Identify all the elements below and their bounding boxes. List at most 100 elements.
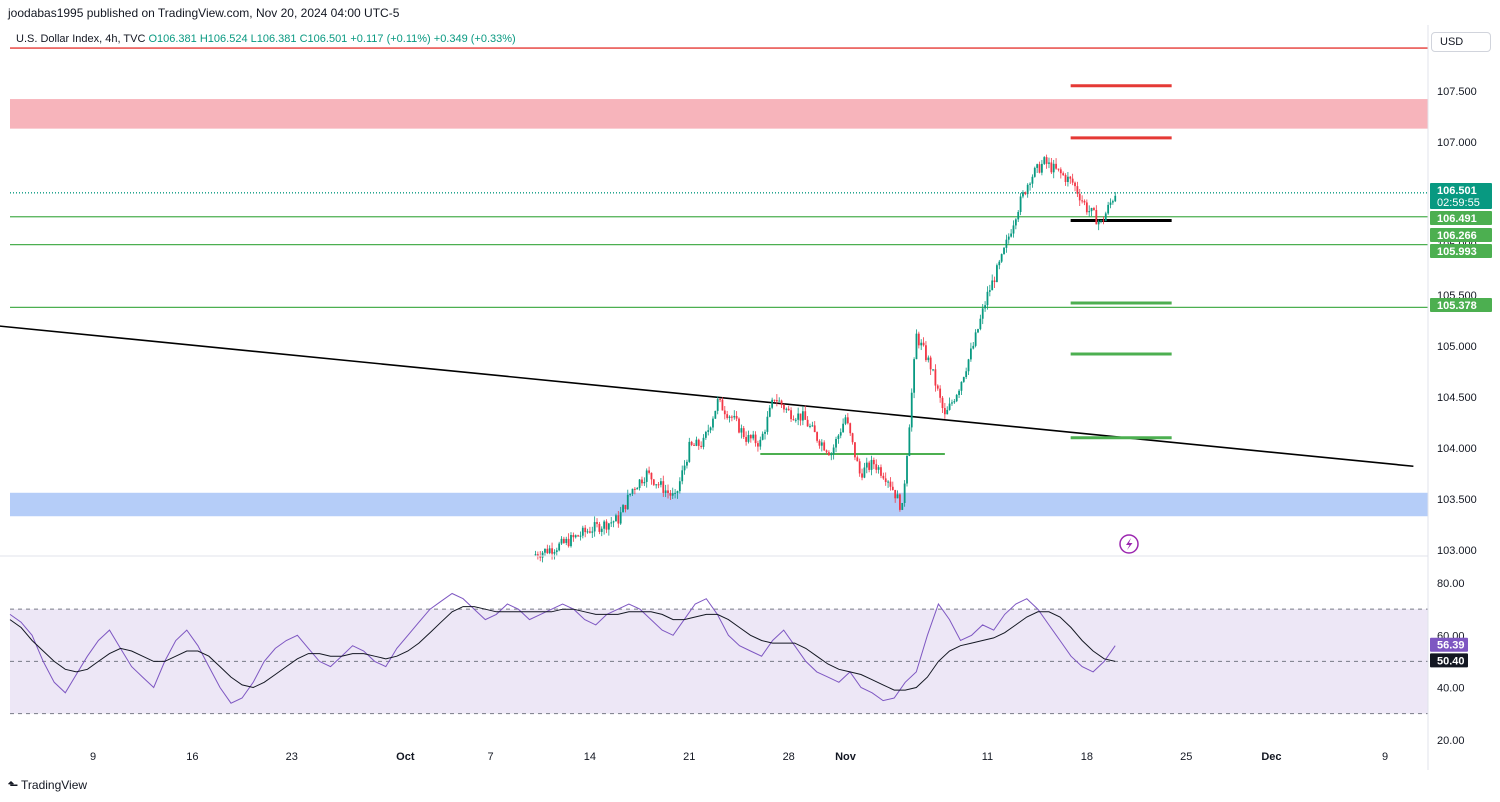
time-tick: 9 xyxy=(90,751,96,763)
candle-body xyxy=(612,521,615,523)
candle-body xyxy=(619,512,622,524)
candle-body xyxy=(657,484,660,486)
candle-body xyxy=(823,442,826,451)
candle-body xyxy=(648,470,650,473)
candle-body xyxy=(702,437,705,447)
candle-body xyxy=(586,531,589,533)
price-tag xyxy=(1430,228,1492,242)
candle-body xyxy=(818,440,821,446)
candle-body xyxy=(726,414,729,418)
candle-body xyxy=(652,479,655,485)
candle-body xyxy=(910,392,913,428)
candle-body xyxy=(600,528,603,532)
candle-body xyxy=(581,527,584,536)
time-tick: 28 xyxy=(783,751,795,763)
candle-body xyxy=(1010,233,1013,237)
candle-body xyxy=(996,265,998,282)
candle-body xyxy=(901,502,904,510)
symbol-legend: U.S. Dollar Index, 4h, TVC O106.381 H106… xyxy=(16,33,516,45)
candle-body xyxy=(655,484,658,486)
candle-body xyxy=(636,488,639,490)
candle-body xyxy=(816,432,818,441)
candle-body xyxy=(622,505,624,513)
time-tick: 16 xyxy=(186,751,198,763)
countdown-label: 02:59:55 xyxy=(1437,197,1480,209)
candle-body xyxy=(799,413,802,421)
candle-body xyxy=(688,441,691,462)
time-tick: 7 xyxy=(487,751,493,763)
candle-body xyxy=(551,548,553,554)
candle-body xyxy=(986,291,989,306)
candle-body xyxy=(629,493,632,495)
candle-body xyxy=(943,408,946,415)
candle-body xyxy=(555,550,558,552)
candle-body xyxy=(896,494,899,499)
candle-body xyxy=(693,444,695,446)
candle-body xyxy=(844,417,847,424)
candle-body xyxy=(733,415,736,418)
candle-body xyxy=(731,416,733,418)
candle-body xyxy=(766,416,769,432)
rsi-pane[interactable] xyxy=(9,592,1428,715)
alert-icon[interactable] xyxy=(1119,534,1139,554)
candle-body xyxy=(695,439,698,446)
candle-body xyxy=(610,522,613,524)
candle-body xyxy=(633,488,636,490)
candle-body xyxy=(868,462,871,470)
candle-body xyxy=(589,531,591,533)
candle-body xyxy=(783,405,785,410)
candle-body xyxy=(650,472,653,480)
candle-body xyxy=(861,473,863,478)
legend-change-2: +0.349 (+0.33%) xyxy=(433,33,516,45)
candle-body xyxy=(1071,178,1074,183)
candle-body xyxy=(1090,208,1093,212)
candle-body xyxy=(1109,202,1112,205)
candle-body xyxy=(598,523,601,532)
candle-body xyxy=(1031,176,1034,184)
candle-body xyxy=(969,348,972,360)
candle-body xyxy=(887,481,889,483)
candle-body xyxy=(974,332,977,346)
candle-body xyxy=(925,345,927,361)
time-tick: 18 xyxy=(1081,751,1093,763)
candle-body xyxy=(697,439,700,446)
rsi-value-label: 50.40 xyxy=(1437,655,1465,667)
price-pane[interactable] xyxy=(0,47,1428,563)
candle-body xyxy=(745,437,747,442)
candle-body xyxy=(1033,167,1036,177)
candle-body xyxy=(908,427,911,456)
candle-body xyxy=(704,431,707,438)
candle-body xyxy=(837,435,840,439)
candle-body xyxy=(541,552,544,558)
publisher-line: joodabas1995 published on TradingView.co… xyxy=(8,6,400,20)
candle-body xyxy=(1055,163,1057,169)
candle-body xyxy=(662,481,665,493)
demand-zone xyxy=(10,492,1428,517)
candle-body xyxy=(536,554,539,557)
legend-high: H106.524 xyxy=(199,33,248,45)
candle-body xyxy=(801,411,804,421)
candle-body xyxy=(1114,195,1117,202)
candle-body xyxy=(787,408,790,411)
candle-body xyxy=(1048,162,1050,164)
candle-body xyxy=(977,329,979,333)
candle-body xyxy=(742,428,745,438)
currency-selector[interactable]: USD xyxy=(1431,32,1491,52)
candle-body xyxy=(1022,192,1024,197)
candle-body xyxy=(669,493,672,496)
candle-body xyxy=(660,481,662,485)
price-tick: 104.500 xyxy=(1437,392,1477,404)
candle-body xyxy=(825,450,828,453)
candle-body xyxy=(1026,184,1029,195)
rsi-value-tag xyxy=(1430,637,1468,652)
price-tag-value: 105.993 xyxy=(1437,246,1477,258)
candle-body xyxy=(1078,193,1081,201)
candle-body xyxy=(681,470,684,482)
candle-body xyxy=(804,411,807,420)
candle-body xyxy=(567,538,570,547)
time-tick: 14 xyxy=(584,751,596,763)
candle-body xyxy=(761,433,764,440)
candle-body xyxy=(624,505,627,510)
candle-body xyxy=(811,425,814,427)
